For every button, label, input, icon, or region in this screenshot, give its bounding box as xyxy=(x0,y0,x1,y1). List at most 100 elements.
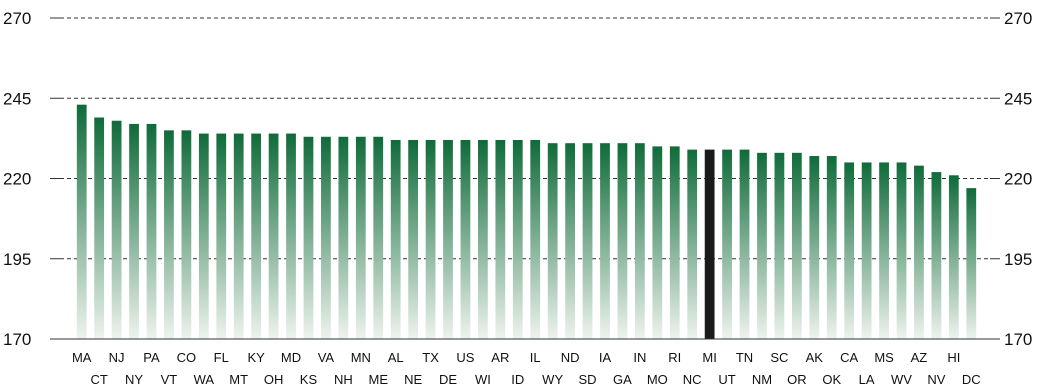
category-label-nh: NH xyxy=(334,372,353,387)
category-label-ut: UT xyxy=(718,372,735,387)
bar-fl xyxy=(216,133,227,339)
right-tick-label-245: 245 xyxy=(1004,89,1032,108)
left-tick-label-170: 170 xyxy=(3,330,31,349)
bar-id xyxy=(512,139,523,339)
bar-ky xyxy=(251,133,262,339)
category-label-il: IL xyxy=(530,350,541,365)
bar-al xyxy=(390,139,401,339)
bar-co xyxy=(181,130,192,339)
bar-oh xyxy=(268,133,279,339)
category-label-fl: FL xyxy=(214,350,229,365)
category-label-dc: DC xyxy=(962,372,981,387)
category-label-ky: KY xyxy=(247,350,265,365)
bar-ne xyxy=(408,139,419,339)
category-label-vt: VT xyxy=(161,372,178,387)
bar-wi xyxy=(478,139,488,339)
bar-il xyxy=(530,139,541,339)
left-tick-label-195: 195 xyxy=(3,250,31,269)
bar-pa xyxy=(146,123,157,340)
bar-ca xyxy=(844,162,855,339)
category-label-oh: OH xyxy=(264,372,284,387)
category-label-or: OR xyxy=(787,372,807,387)
category-label-nc: NC xyxy=(683,372,702,387)
category-label-mo: MO xyxy=(647,372,668,387)
category-label-in: IN xyxy=(633,350,646,365)
bar-vt xyxy=(164,130,174,339)
right-tick-label-170: 170 xyxy=(1004,330,1032,349)
category-label-mi: MI xyxy=(702,350,716,365)
category-label-id: ID xyxy=(511,372,524,387)
bar-la xyxy=(861,162,872,339)
right-tick-label-195: 195 xyxy=(1004,250,1032,269)
category-label-ca: CA xyxy=(840,350,858,365)
category-label-hi: HI xyxy=(947,350,960,365)
category-label-de: DE xyxy=(439,372,457,387)
bar-sd xyxy=(582,143,593,339)
bar-mo xyxy=(652,146,663,339)
category-label-ok: OK xyxy=(822,372,841,387)
bar-nv xyxy=(931,172,942,339)
category-label-wi: WI xyxy=(475,372,491,387)
bar-md xyxy=(286,133,296,339)
category-label-nm: NM xyxy=(752,372,772,387)
bar-wa xyxy=(198,133,209,339)
category-label-sc: SC xyxy=(770,350,788,365)
right-tick-label-270: 270 xyxy=(1004,9,1032,28)
y-axes: 170 170 195 195 220 220 245 245 270 270 xyxy=(3,9,1032,349)
category-label-va: VA xyxy=(318,350,335,365)
category-label-co: CO xyxy=(177,350,197,365)
category-label-me: ME xyxy=(368,372,388,387)
category-label-md: MD xyxy=(281,350,301,365)
bar-me xyxy=(373,136,384,339)
category-label-us: US xyxy=(456,350,474,365)
category-label-ar: AR xyxy=(491,350,509,365)
left-tick-label-270: 270 xyxy=(3,9,31,28)
category-label-ms: MS xyxy=(874,350,894,365)
bar-ma xyxy=(76,104,87,339)
bar-ar xyxy=(495,139,506,339)
category-label-sd: SD xyxy=(579,372,597,387)
category-label-nj: NJ xyxy=(109,350,125,365)
bar-dc xyxy=(966,188,977,339)
category-label-nd: ND xyxy=(561,350,580,365)
bar-ms xyxy=(879,162,889,339)
bar-ct xyxy=(94,117,105,339)
category-label-ma: MA xyxy=(72,350,92,365)
bar-ny xyxy=(129,123,139,340)
bar-ia xyxy=(600,143,610,339)
category-label-ia: IA xyxy=(599,350,612,365)
bar-or xyxy=(791,152,802,339)
bar-us xyxy=(460,139,471,339)
category-label-tn: TN xyxy=(736,350,753,365)
bar-nm xyxy=(757,152,767,339)
category-label-la: LA xyxy=(859,372,875,387)
bar-va xyxy=(321,136,331,339)
bar-ks xyxy=(303,136,314,339)
bar-tn xyxy=(739,149,750,339)
category-label-al: AL xyxy=(388,350,404,365)
bar-de xyxy=(443,139,453,339)
bar-wv xyxy=(896,162,907,339)
bar-hi xyxy=(948,175,959,339)
bar-nj xyxy=(111,120,122,339)
bar-sc xyxy=(774,152,785,339)
category-label-ne: NE xyxy=(404,372,422,387)
category-label-ny: NY xyxy=(125,372,143,387)
bar-ga xyxy=(617,143,628,339)
category-label-ak: AK xyxy=(806,350,824,365)
category-label-mt: MT xyxy=(229,372,248,387)
bar-tx xyxy=(425,139,436,339)
bar-wy xyxy=(547,143,558,339)
category-label-pa: PA xyxy=(143,350,160,365)
category-label-ks: KS xyxy=(300,372,318,387)
bar-az xyxy=(914,165,924,339)
bar-nd xyxy=(565,143,575,339)
bar-ri xyxy=(669,146,680,339)
category-label-az: AZ xyxy=(911,350,928,365)
bar-ak xyxy=(809,156,820,339)
bar-ok xyxy=(826,156,837,339)
category-label-ri: RI xyxy=(668,350,681,365)
category-label-ct: CT xyxy=(90,372,107,387)
